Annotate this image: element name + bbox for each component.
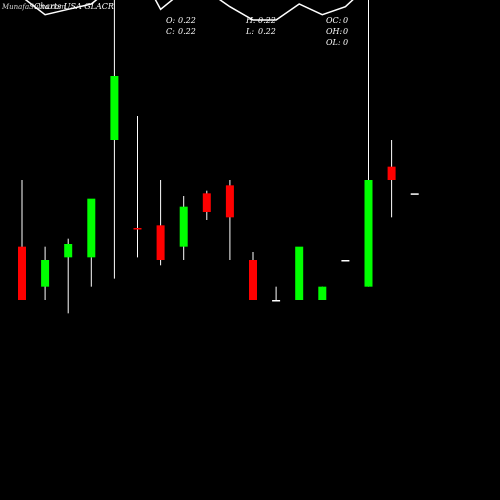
candle-body xyxy=(202,193,211,212)
low-value: 0.22 xyxy=(258,27,276,36)
candle-body xyxy=(272,300,281,302)
candle-body xyxy=(318,286,327,300)
open-value: 0.22 xyxy=(178,16,196,25)
candle-body xyxy=(410,193,419,195)
candle-body xyxy=(156,225,165,260)
oh-value: 0 xyxy=(343,27,348,36)
candle-body xyxy=(41,260,50,287)
candle-body xyxy=(179,206,188,247)
ol-label: OL: xyxy=(326,38,341,47)
moving-average-layer xyxy=(24,0,354,21)
close-value: 0.22 xyxy=(178,27,196,36)
candle-body xyxy=(387,166,396,180)
ol-value: 0 xyxy=(343,38,348,47)
price-line xyxy=(24,0,354,21)
candle-body xyxy=(110,76,119,140)
candle-body xyxy=(225,185,234,218)
close-label: C: xyxy=(166,27,175,36)
candle-body xyxy=(249,260,257,300)
high-label: H: xyxy=(245,16,256,25)
candles-layer xyxy=(18,0,419,314)
brand-watermark: MunafaSutra.com xyxy=(1,3,66,11)
low-label: L: xyxy=(245,27,254,36)
candle-body xyxy=(364,180,373,287)
candle-body xyxy=(18,246,26,300)
candle-body xyxy=(64,244,73,258)
oh-label: OH: xyxy=(326,27,343,36)
candle-body xyxy=(295,246,304,300)
candle-body xyxy=(341,260,350,262)
candle-body xyxy=(87,198,96,258)
chart-title: Charts USA GLACR xyxy=(34,2,114,11)
oc-label: OC: xyxy=(326,16,342,25)
open-label: O: xyxy=(166,16,176,25)
oc-value: 0 xyxy=(343,16,348,25)
candle-body xyxy=(133,228,142,230)
